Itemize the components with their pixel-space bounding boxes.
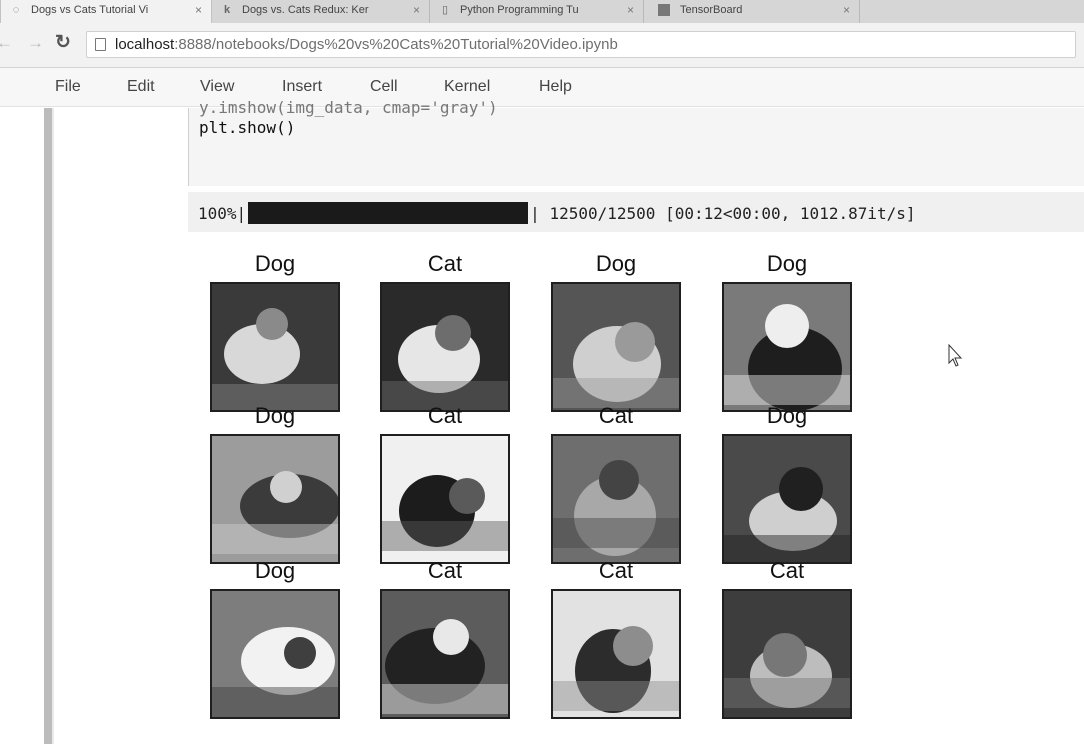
grayscale-thumbnail bbox=[210, 589, 340, 719]
tab-title: TensorBoard bbox=[680, 4, 743, 16]
grayscale-thumbnail bbox=[722, 589, 852, 719]
image-label-dog: Dog bbox=[254, 558, 296, 583]
menu-help[interactable]: Help bbox=[539, 78, 572, 95]
browser-tab-strip: ◌ Dogs vs Cats Tutorial Vi × k Dogs vs. … bbox=[0, 0, 1084, 23]
image-label-cat: Cat bbox=[427, 251, 463, 276]
reload-icon[interactable]: ↻ bbox=[55, 32, 71, 53]
menu-edit[interactable]: Edit bbox=[127, 78, 155, 95]
menu-insert[interactable]: Insert bbox=[282, 78, 323, 95]
url-host: localhost bbox=[115, 36, 175, 53]
mouse-cursor-icon bbox=[948, 344, 963, 367]
progress-percent: 100% bbox=[198, 203, 237, 223]
image-label-cat: Cat bbox=[427, 403, 463, 428]
address-bar[interactable]: localhost:8888/notebooks/Dogs%20vs%20Cat… bbox=[86, 31, 1076, 58]
menu-cell[interactable]: Cell bbox=[370, 78, 398, 95]
grayscale-thumbnail bbox=[551, 589, 681, 719]
progress-bar bbox=[248, 202, 529, 224]
tensorboard-icon bbox=[658, 4, 670, 16]
progress-readout: 100% | | 12500/12500 [00:12<00:00, 1012.87… bbox=[198, 202, 916, 224]
image-label-dog: Dog bbox=[766, 403, 808, 428]
progress-output: 100% | | 12500/12500 [00:12<00:00, 1012.87… bbox=[188, 192, 1084, 232]
browser-tab-dogs-vs-cats-tutorial[interactable]: ◌ Dogs vs Cats Tutorial Vi × bbox=[0, 0, 212, 23]
image-label-cat: Cat bbox=[598, 403, 634, 428]
menu-view[interactable]: View bbox=[200, 78, 235, 95]
image-label-cat: Cat bbox=[598, 558, 634, 583]
close-icon[interactable]: × bbox=[626, 3, 634, 17]
code-line: plt.show() bbox=[199, 118, 296, 137]
grayscale-thumbnail bbox=[380, 434, 510, 564]
image-label-dog: Dog bbox=[595, 251, 637, 276]
grayscale-thumbnail bbox=[210, 282, 340, 412]
jupyter-icon: ◌ bbox=[12, 4, 20, 16]
close-icon[interactable]: × bbox=[194, 3, 202, 17]
cell-gutter bbox=[52, 108, 54, 744]
notebook-menubar: File Edit View Insert Cell Kernel Help bbox=[0, 68, 1084, 107]
url-text[interactable]: localhost:8888/notebooks/Dogs%20vs%20Cat… bbox=[115, 36, 618, 53]
browser-tab-python-programming[interactable]: ▯ Python Programming Tu × bbox=[430, 0, 644, 23]
menu-kernel[interactable]: Kernel bbox=[444, 78, 491, 95]
close-icon[interactable]: × bbox=[412, 3, 420, 17]
tab-title: Dogs vs Cats Tutorial Vi bbox=[31, 4, 149, 16]
menu-file[interactable]: File bbox=[55, 78, 81, 95]
grayscale-thumbnail bbox=[380, 589, 510, 719]
url-path: :8888/notebooks/Dogs%20vs%20Cats%20Tutor… bbox=[174, 36, 618, 53]
browser-tab-tensorboard[interactable]: TensorBoard × bbox=[650, 0, 860, 23]
code-cell-input[interactable]: y.imshow(img_data, cmap='gray') plt.show… bbox=[188, 98, 1084, 186]
page-info-icon[interactable] bbox=[95, 38, 106, 51]
close-icon[interactable]: × bbox=[842, 3, 850, 17]
cell-selection-bar bbox=[44, 108, 52, 744]
grayscale-thumbnail bbox=[210, 434, 340, 564]
browser-toolbar: ← → ↻ localhost:8888/notebooks/Dogs%20vs… bbox=[0, 23, 1084, 68]
back-arrow-icon[interactable]: ← bbox=[0, 33, 13, 52]
forward-arrow-icon[interactable]: → bbox=[27, 33, 44, 52]
image-label-dog: Dog bbox=[254, 403, 296, 428]
page-icon: ▯ bbox=[441, 4, 449, 16]
image-label-dog: Dog bbox=[766, 251, 808, 276]
tab-title: Dogs vs. Cats Redux: Ker bbox=[242, 4, 369, 16]
progress-counts: 12500/12500 bbox=[549, 203, 656, 223]
grayscale-thumbnail bbox=[380, 282, 510, 412]
kaggle-icon: k bbox=[223, 4, 231, 16]
image-label-cat: Cat bbox=[769, 558, 805, 583]
image-label-dog: Dog bbox=[254, 251, 296, 276]
grayscale-thumbnail bbox=[551, 434, 681, 564]
tab-title: Python Programming Tu bbox=[460, 4, 579, 16]
image-label-cat: Cat bbox=[427, 558, 463, 583]
grayscale-thumbnail bbox=[722, 282, 852, 412]
code-line-partial: y.imshow(img_data, cmap='gray') bbox=[199, 98, 498, 117]
grayscale-thumbnail bbox=[722, 434, 852, 564]
progress-timing: [00:12<00:00, 1012.87it/s] bbox=[665, 203, 916, 223]
grayscale-thumbnail bbox=[551, 282, 681, 412]
browser-tab-kaggle[interactable]: k Dogs vs. Cats Redux: Ker × bbox=[212, 0, 430, 23]
